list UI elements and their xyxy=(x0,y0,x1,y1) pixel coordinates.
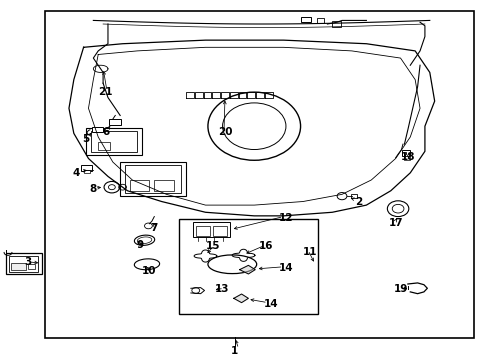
Polygon shape xyxy=(233,294,248,303)
Bar xyxy=(193,222,229,237)
Bar xyxy=(195,226,210,235)
Bar xyxy=(9,256,38,272)
Bar xyxy=(316,18,324,23)
Text: 20: 20 xyxy=(217,127,232,136)
Bar xyxy=(44,12,473,338)
Bar xyxy=(91,131,137,152)
Text: 8: 8 xyxy=(89,184,97,194)
Text: 11: 11 xyxy=(303,247,317,257)
Bar xyxy=(11,263,26,270)
Bar xyxy=(109,120,121,125)
Bar xyxy=(92,127,103,132)
Text: 19: 19 xyxy=(392,284,407,294)
Bar xyxy=(178,220,317,315)
Bar xyxy=(5,253,42,274)
Bar xyxy=(98,142,110,149)
Text: 4: 4 xyxy=(72,168,80,178)
Text: 18: 18 xyxy=(400,152,414,162)
Text: 3: 3 xyxy=(24,257,31,267)
Text: 16: 16 xyxy=(259,241,273,251)
Bar xyxy=(212,226,227,235)
Text: 13: 13 xyxy=(215,284,229,294)
Text: 2: 2 xyxy=(355,197,362,207)
Bar xyxy=(81,165,92,171)
Bar xyxy=(401,150,409,156)
Bar xyxy=(86,128,142,155)
Text: 14: 14 xyxy=(264,299,278,309)
Bar xyxy=(130,180,149,191)
Text: 17: 17 xyxy=(387,218,402,228)
Bar xyxy=(331,22,340,27)
Text: 6: 6 xyxy=(102,127,109,136)
Bar xyxy=(83,170,90,173)
Bar xyxy=(154,180,173,191)
Text: 7: 7 xyxy=(150,224,158,233)
Bar xyxy=(120,162,185,196)
Text: 5: 5 xyxy=(82,134,89,144)
Bar xyxy=(125,165,181,193)
Bar xyxy=(403,156,409,160)
Text: 12: 12 xyxy=(278,213,293,222)
Bar xyxy=(27,264,35,269)
Text: 10: 10 xyxy=(142,266,156,276)
Text: 9: 9 xyxy=(136,239,143,249)
Bar xyxy=(350,194,356,198)
Text: 15: 15 xyxy=(205,241,220,251)
Polygon shape xyxy=(239,265,255,274)
Bar xyxy=(300,17,311,22)
Text: 21: 21 xyxy=(98,87,113,97)
Text: 14: 14 xyxy=(278,263,293,273)
Text: 1: 1 xyxy=(231,346,238,356)
